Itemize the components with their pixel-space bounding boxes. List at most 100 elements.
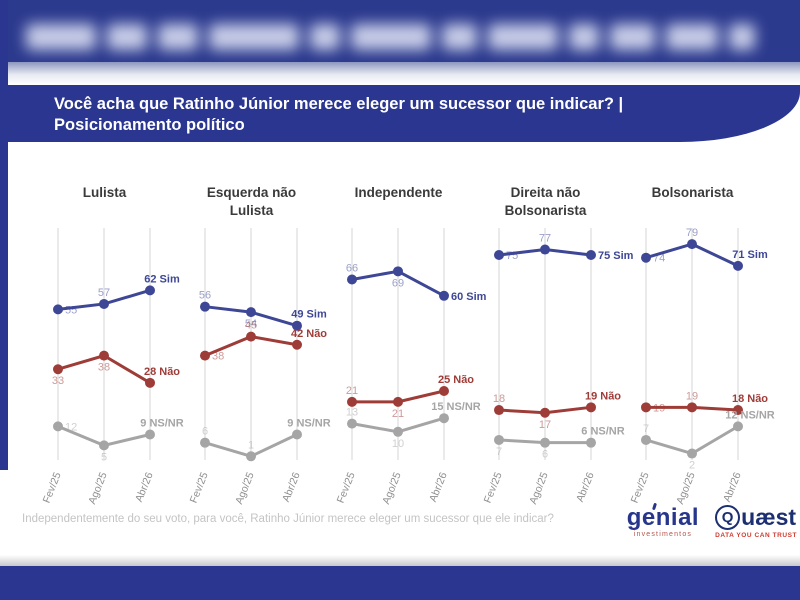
data-point [246,451,256,462]
data-point [53,304,63,315]
value-label: 56 [199,290,211,302]
data-point [145,429,155,440]
value-label: 19 [653,402,665,414]
x-axis-label: Ago/25 [674,470,698,505]
series-end-label: 9 NS/NR [140,418,183,430]
value-label: 12 [65,421,77,433]
value-label: 5 [101,451,107,463]
data-point [393,396,403,407]
series-end-label: 42 Não [291,328,327,340]
data-point [347,274,357,285]
data-point [540,437,550,448]
data-point [200,350,210,361]
data-point [393,266,403,277]
x-axis-label: Abr/26 [574,470,597,503]
value-label: 21 [392,408,404,420]
series-end-label: 71 Sim [732,249,768,261]
value-label: 69 [392,277,404,289]
data-point [99,350,109,361]
panel-title: Lulista [82,185,127,200]
x-axis-label: Abr/26 [133,470,156,503]
blurred-word [442,24,477,50]
value-label: 45 [245,320,257,332]
data-point [687,448,697,459]
blurred-word [26,24,96,50]
header-gradient-strip [0,62,800,85]
panel-title: Independente [354,185,443,200]
data-point [494,405,504,416]
chart-panel: Esquerda não Lulista Fev/25 Ago/25 Abr/26 56… [181,184,331,518]
value-label: 6 [542,449,548,461]
value-label: 79 [686,227,698,239]
x-axis-label: Fev/25 [629,470,652,504]
data-point [586,402,596,413]
series-end-label: 18 Não [732,393,768,405]
x-axis-label: Fev/25 [41,470,64,504]
value-label: 66 [346,262,358,274]
series-end-label: 49 Sim [291,309,327,321]
series-end-label: 62 Sim [144,273,180,285]
data-point [540,407,550,418]
blurred-word [666,24,718,50]
value-label: 17 [539,419,551,431]
value-label: 77 [539,233,551,245]
data-point [586,250,596,260]
blurred-word [209,24,299,50]
quaest-tagline: DATA YOU CAN TRUST [715,532,797,539]
data-point [733,421,743,432]
data-point [641,434,651,445]
data-point [145,285,155,296]
blurred-word [610,24,655,50]
data-point [292,339,302,350]
banner-question: Você acha que Ratinho Júnior merece eleg… [54,95,624,113]
panel-chart: Fev/25 Ago/25 Abr/26 74 79 71 Sim 19 19 18 Não 7 2… [629,227,775,506]
value-label: 74 [653,253,665,265]
x-axis-label: Ago/25 [527,470,551,505]
data-point [347,418,357,429]
title-banner: Você acha que Ratinho Júnior merece eleg… [8,85,800,142]
bottom-divider-strip [0,555,800,566]
value-label: 7 [496,446,502,458]
series-end-label: 28 Não [144,366,180,378]
small-multiples: Lulista Fev/25 Ago/25 Abr/26 55 57 62 Sim 33 38 2… [34,184,775,518]
x-axis-label: Abr/26 [427,470,450,503]
value-label: 10 [392,438,404,450]
x-axis-label: Fev/25 [335,470,358,504]
data-point [733,260,743,271]
panel-chart: Fev/25 Ago/25 Abr/26 56 54 49 Sim 38 45 42 Não 6 1… [188,228,331,506]
chart-panel: Lulista Fev/25 Ago/25 Abr/26 55 57 62 Sim 33 38 2… [34,184,184,518]
series-end-label: 60 Sim [451,291,487,303]
blurred-word [569,24,599,50]
value-label: 7 [643,423,649,435]
series-end-label: 19 Não [585,390,621,402]
x-axis-label: Abr/26 [280,470,303,503]
value-label: 18 [493,393,505,405]
value-label: 6 [202,426,208,438]
value-label: 54 [245,318,257,330]
data-point [246,307,256,318]
panel-title: Bolsonarista [651,185,734,200]
x-axis-label: Ago/25 [86,470,110,505]
blurred-top-header [0,0,800,62]
data-point [53,364,63,375]
panel-chart: Fev/25 Ago/25 Abr/26 75 77 75 Sim 18 17 19 Não 7 6… [482,228,634,506]
series-end-label: 6 NS/NR [581,426,624,438]
bottom-edge-bar [0,566,800,600]
series-end-label: 15 NS/NR [431,401,481,413]
data-point [494,434,504,445]
data-point [494,250,504,260]
series-end-label: 12 NS/NR [725,409,775,421]
panel-chart: Fev/25 Ago/25 Abr/26 55 57 62 Sim 33 38 28 Não 12… [41,228,184,506]
value-label: 13 [346,407,358,419]
value-label: 21 [346,385,358,397]
x-axis-label: Fev/25 [188,470,211,504]
panel-chart: Fev/25 Ago/25 Abr/26 66 69 60 Sim 21 21 25 Não 13… [335,228,487,506]
value-label: 33 [52,375,64,387]
data-point [246,331,256,342]
data-point [292,320,302,331]
series-end-label: 75 Sim [598,250,634,262]
data-point [347,396,357,407]
data-point [439,290,449,301]
